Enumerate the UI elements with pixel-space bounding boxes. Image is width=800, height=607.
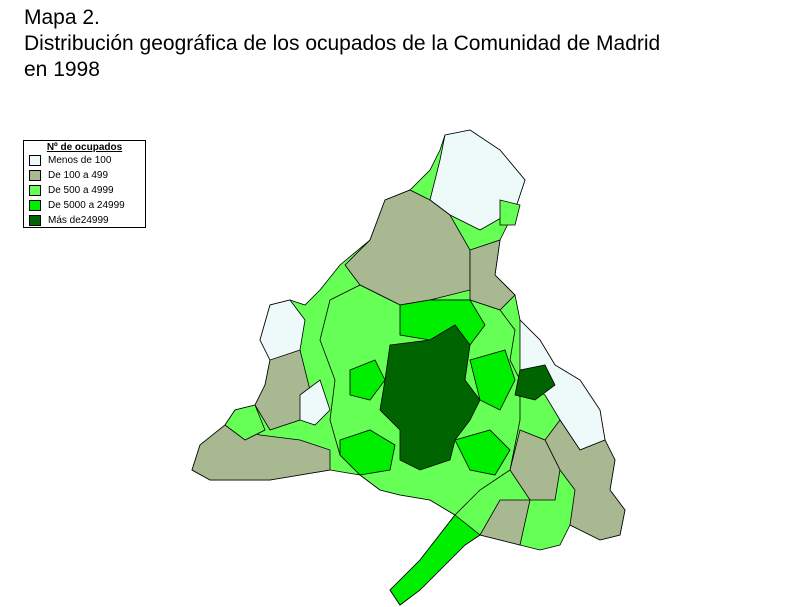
legend-label: De 100 a 499 [48, 170, 109, 181]
legend-swatch [29, 155, 41, 166]
map-region [454, 429, 511, 476]
legend-label: Menos de 100 [48, 155, 112, 166]
map-region [479, 499, 531, 546]
legend-item: Menos de 100 [24, 153, 145, 168]
legend-item: De 100 a 499 [24, 168, 145, 183]
title-line: en 1998 [24, 58, 100, 81]
map-region [344, 189, 471, 306]
legend-title: Nº de ocupados [46, 142, 123, 153]
legend-swatch [29, 215, 41, 226]
map-region [499, 199, 521, 226]
map-region [469, 239, 516, 311]
title-line: Distribución geográfica de los ocupados … [24, 32, 661, 55]
map-region [389, 514, 481, 606]
map-region [339, 429, 396, 476]
legend-swatch [29, 200, 41, 211]
map-region [349, 359, 386, 401]
legend-swatch [29, 185, 41, 196]
title-line: Mapa 2. [24, 6, 100, 29]
legend-label: De 500 a 4999 [48, 185, 114, 196]
map-region [299, 379, 331, 426]
legend-item: De 5000 a 24999 [24, 198, 145, 213]
legend-label: De 5000 a 24999 [48, 200, 125, 211]
map-region [469, 349, 516, 411]
map-region [379, 324, 481, 471]
legend-item: Más de24999 [24, 213, 145, 228]
legend-label: Más de24999 [48, 215, 109, 226]
legend-swatch [29, 170, 41, 181]
map-region [191, 424, 331, 481]
legend-item: De 500 a 4999 [24, 183, 145, 198]
map-region [514, 364, 556, 401]
legend: Nº de ocupados Menos de 100 De 100 a 499 D… [23, 140, 146, 228]
map-region [224, 404, 266, 441]
